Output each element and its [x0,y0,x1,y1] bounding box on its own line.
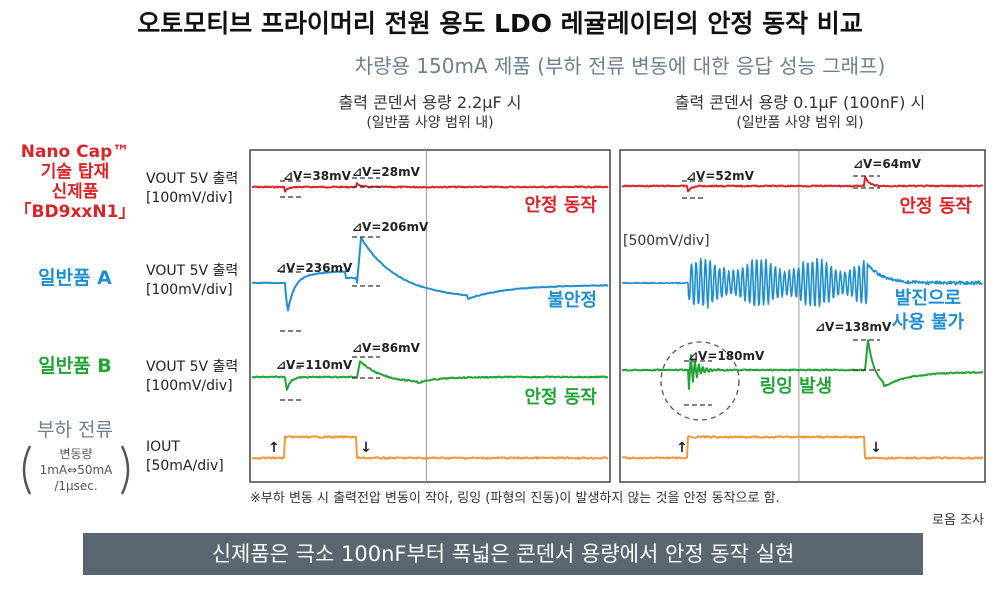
load-trace [251,435,609,460]
series-status-label: 사용 불가 [892,312,965,333]
load-step-arrow: ↓ [870,440,882,456]
row-label-a: 일반품 A [38,267,112,289]
column-header-left-line2: (일반품 사양 범위 내) [366,115,494,131]
nano-trace [251,182,609,193]
column-header-right: 출력 콘덴서 용량 0.1μF (100nF) 시 (일반품 사양 범위 외) [615,92,985,134]
load-trace [621,435,984,460]
delta-v-label: ⊿V=28mV [352,165,421,179]
load-step-detail-line: /1μsec. [54,479,98,493]
paren-right [120,445,130,495]
source-note: 로옴 조사 [932,513,984,528]
channel-label-a-line1: VOUT 5V 출력 [146,263,239,279]
chart-subtitle: 차량용 150mA 제품 (부하 전류 변동에 대한 응답 성능 그래프) [354,54,886,78]
a-trace [621,257,983,309]
nano-trace [621,175,984,193]
ringing-highlight-circle [660,341,740,421]
footnote: ※부하 변동 시 출력전압 변동이 작아, 링잉 (파형의 진동)이 발생하지 … [250,491,780,506]
series-status-label: 링잉 발생 [760,376,833,397]
channel-label-b-line2: [100mV/div] [146,378,233,394]
load-step-detail-line: 1mA⇔50mA [39,463,113,477]
column-header-left: 출력 콘덴서 용량 2.2μF 시 (일반품 사양 범위 내) [250,92,610,134]
a-trace [251,236,609,312]
b-trace [251,360,609,391]
series-status-label: 안정 동작 [524,195,597,216]
paren-left [22,445,32,495]
scope-panel-frame [249,149,611,483]
row-label-b: 일반품 B [38,355,112,377]
channel-label-a: VOUT 5V 출력 [100mV/div] [146,262,238,300]
b-trace [621,339,984,390]
column-header-right-line1: 출력 콘덴서 용량 0.1μF (100nF) 시 [674,93,926,112]
delta-v-label: ⊿V=110mV [276,358,353,372]
delta-v-label: ⊿V=236mV [276,261,353,275]
row-label-nano-line: 신제품 [51,182,99,202]
channel-label-nano-line1: VOUT 5V 출력 [146,171,239,187]
scale-note: [500mV/div] [623,233,710,249]
channel-label-nano-line2: [100mV/div] [146,190,233,206]
series-status-label: 불안정 [547,290,597,311]
channel-label-b-line1: VOUT 5V 출력 [146,359,239,375]
delta-v-label: ⊿V=38mV [283,169,352,183]
series-status-label: 안정 동작 [524,387,597,408]
channel-label-load-line2: [50mA/div] [146,458,224,474]
load-step-arrow: ↑ [676,440,688,456]
delta-v-label: ⊿V=206mV [352,220,429,234]
column-header-right-line2: (일반품 사양 범위 외) [736,115,864,131]
row-label-nano: Nano Cap™ 기술 탑재 신제품 「BD9xxN1」 [8,142,142,222]
series-status-label: 발진으로 [895,288,961,309]
load-step-arrow: ↓ [360,440,372,456]
delta-v-label: ⊿V=180mV [688,349,765,363]
column-header-left-line1: 출력 콘덴서 용량 2.2μF 시 [338,93,522,112]
channel-label-load-line1: IOUT [146,439,180,455]
load-step-detail-line: 변동량 [59,447,93,461]
channel-label-a-line2: [100mV/div] [146,282,233,298]
load-step-arrow: ↑ [268,440,280,456]
row-label-nano-line: 기술 탑재 [40,162,110,182]
series-status-label: 안정 동작 [899,196,972,217]
row-label-nano-line: Nano Cap™ [20,142,130,162]
conclusion-banner: 신제품은 극소 100nF부터 폭넓은 콘덴서 용량에서 안정 동작 실현 [83,533,923,575]
delta-v-label: ⊿V=86mV [352,341,421,355]
row-label-nano-line: 「BD9xxN1」 [14,202,136,222]
row-label-load: 부하 전류 [37,419,113,441]
delta-v-label: ⊿V=64mV [853,157,922,171]
delta-v-label: ⊿V=138mV [815,320,892,334]
page-title: 오토모티브 프라이머리 전원 용도 LDO 레귤레이터의 안정 동작 비교 [137,9,863,38]
delta-v-label: ⊿V=52mV [686,169,755,183]
channel-label-nano: VOUT 5V 출력 [100mV/div] [146,170,238,208]
scope-panel-frame [619,149,986,483]
channel-label-load: IOUT [50mA/div] [146,438,224,476]
channel-label-b: VOUT 5V 출력 [100mV/div] [146,358,238,396]
load-step-detail: 변동량 1mA⇔50mA /1μsec. [34,446,118,494]
